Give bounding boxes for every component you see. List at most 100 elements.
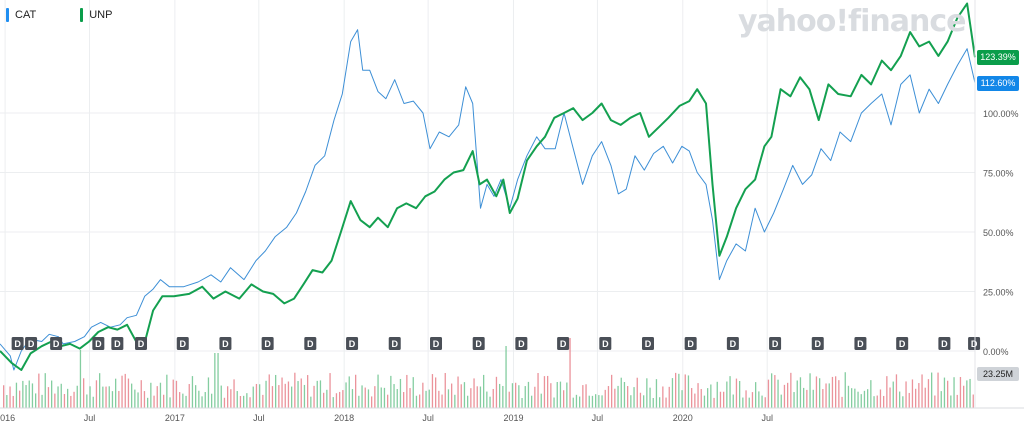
volume-bar xyxy=(723,391,725,408)
volume-bar xyxy=(249,397,251,408)
volume-bar xyxy=(943,377,946,408)
dividend-marker: D xyxy=(854,337,867,350)
volume-bar xyxy=(598,395,600,408)
dividend-marker: D xyxy=(304,337,317,350)
volume-bar xyxy=(230,389,232,408)
volume-bar xyxy=(92,396,94,408)
volume-bar xyxy=(441,394,443,408)
volume-bar xyxy=(633,387,635,408)
volume-bar xyxy=(502,385,504,408)
volume-bar xyxy=(511,383,514,408)
volume-bar xyxy=(819,378,821,408)
volume-bar xyxy=(972,394,974,408)
dividend-marker-label: D xyxy=(222,339,229,349)
volume-bar xyxy=(671,378,674,408)
volume-bar xyxy=(169,397,171,408)
volume-bar xyxy=(659,397,661,408)
volume-bar xyxy=(953,377,955,408)
volume-bar xyxy=(742,397,744,408)
volume-bar xyxy=(198,390,200,408)
volume-bar xyxy=(313,385,315,408)
volume-bar xyxy=(828,383,830,408)
volume-bar xyxy=(790,372,792,408)
volume-bar xyxy=(73,391,75,408)
dividend-marker: D xyxy=(726,337,739,350)
volume-bar xyxy=(534,386,536,408)
volume-bar xyxy=(57,386,59,408)
volume-bar xyxy=(217,353,219,408)
legend-item-cat[interactable]: CAT xyxy=(6,8,36,22)
volume-bar xyxy=(595,394,597,408)
volume-bar xyxy=(76,385,78,408)
volume-bar xyxy=(543,376,546,408)
volume-bar xyxy=(348,376,350,408)
volume-bar xyxy=(473,378,475,408)
volume-bar xyxy=(809,373,811,408)
volume-bar xyxy=(380,387,382,408)
volume-bar xyxy=(95,380,98,408)
volume-bar xyxy=(220,385,222,408)
volume-bar xyxy=(172,379,174,408)
volume-bar xyxy=(131,383,133,408)
dividend-marker-label: D xyxy=(264,339,271,349)
volume-bar xyxy=(83,378,85,408)
legend-item-unp[interactable]: UNP xyxy=(80,8,112,22)
volume-bar xyxy=(271,386,274,408)
volume-bar xyxy=(783,384,786,408)
dividend-marker-label: D xyxy=(560,339,567,349)
volume-bar xyxy=(447,389,450,408)
dividend-marker-box xyxy=(304,337,317,350)
yahoo-finance-logo: yahoo!finance xyxy=(738,4,966,39)
x-tick-label: Jul xyxy=(253,413,265,423)
volume-bar xyxy=(412,377,414,408)
dividend-marker-box xyxy=(968,337,981,350)
dividend-marker: D xyxy=(515,337,528,350)
volume-bar xyxy=(895,374,898,408)
volume-bar xyxy=(623,382,626,408)
x-tick-label: 2018 xyxy=(334,413,354,423)
volume-bar xyxy=(99,373,101,408)
dividend-marker: D xyxy=(938,337,951,350)
dividend-marker: D xyxy=(219,337,232,350)
volume-bar xyxy=(806,389,808,408)
volume-bar xyxy=(707,388,709,408)
dividend-marker: D xyxy=(261,337,274,350)
dividend-marker-label: D xyxy=(53,339,60,349)
volume-bar xyxy=(345,382,347,408)
volume-bar xyxy=(508,391,510,408)
volume-bar xyxy=(515,382,517,408)
volume-bar xyxy=(569,338,571,408)
legend-label-unp: UNP xyxy=(89,9,113,21)
volume-bar xyxy=(947,380,949,408)
volume-bar xyxy=(553,397,555,408)
volume-bar xyxy=(915,388,917,408)
volume-bar xyxy=(422,382,424,408)
dividend-marker-box xyxy=(92,337,105,350)
volume-bar xyxy=(777,379,779,408)
volume-bar xyxy=(831,376,834,408)
volume-bar xyxy=(812,389,814,408)
volume-bar xyxy=(444,372,446,408)
volume-bar xyxy=(697,383,699,408)
volume-badge: 23.25M xyxy=(977,367,1019,381)
dividend-marker: D xyxy=(11,337,24,350)
volume-bar xyxy=(265,380,267,408)
volume-bar xyxy=(739,380,741,408)
volume-bar xyxy=(211,393,213,408)
volume-bar xyxy=(886,376,888,408)
volume-bar xyxy=(854,388,856,408)
volume-bar xyxy=(867,389,869,408)
volume-bar xyxy=(406,374,408,408)
volume-bar xyxy=(403,392,405,408)
volume-bar xyxy=(428,389,430,408)
series-line-cat xyxy=(0,29,976,371)
volume-bar xyxy=(847,385,850,408)
dividend-marker: D xyxy=(896,337,909,350)
volume-bar xyxy=(678,373,680,408)
legend-swatch-unp xyxy=(80,8,84,22)
volume-bar xyxy=(6,394,8,408)
volume-bar xyxy=(492,388,494,408)
volume-bar xyxy=(924,387,926,408)
volume-bar xyxy=(115,378,117,408)
